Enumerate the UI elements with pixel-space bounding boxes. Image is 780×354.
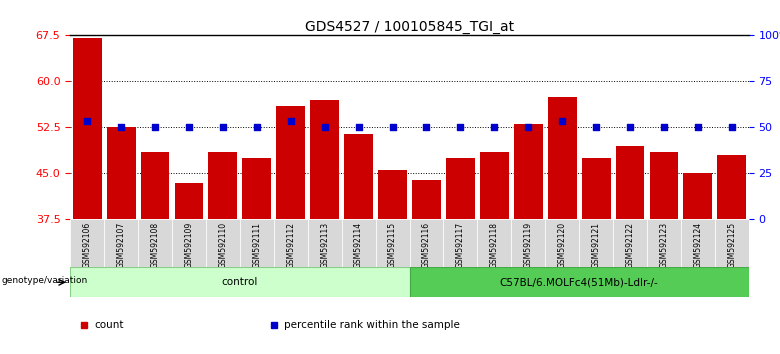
Bar — [105, 219, 138, 267]
Bar — [613, 219, 647, 267]
Bar — [172, 219, 206, 267]
Point — [183, 125, 195, 130]
Bar — [446, 158, 475, 219]
Bar — [548, 97, 576, 219]
Point — [353, 125, 365, 130]
Bar — [208, 152, 237, 219]
Bar — [310, 100, 339, 219]
Bar — [274, 219, 308, 267]
Point — [250, 125, 263, 130]
Bar — [107, 127, 136, 219]
Text: genotype/variation: genotype/variation — [2, 276, 87, 285]
Text: GSM592121: GSM592121 — [591, 222, 601, 268]
Point — [488, 125, 501, 130]
Bar — [650, 152, 679, 219]
Text: GSM592125: GSM592125 — [727, 222, 736, 268]
Text: GSM592124: GSM592124 — [693, 222, 703, 268]
Text: control: control — [222, 277, 258, 287]
Point — [285, 119, 297, 124]
Point — [81, 119, 94, 124]
Bar — [175, 183, 204, 219]
Bar — [410, 267, 749, 297]
Bar — [647, 219, 681, 267]
Bar — [307, 219, 342, 267]
Text: GSM592110: GSM592110 — [218, 222, 228, 268]
Bar — [376, 219, 410, 267]
Text: GSM592114: GSM592114 — [354, 222, 363, 268]
Bar — [545, 219, 579, 267]
Text: GSM592118: GSM592118 — [490, 222, 499, 268]
Bar — [378, 170, 407, 219]
Bar — [443, 219, 477, 267]
Bar — [512, 219, 545, 267]
Bar — [344, 133, 373, 219]
Point — [522, 125, 534, 130]
Point — [115, 125, 127, 130]
Bar — [138, 219, 172, 267]
Bar — [410, 219, 443, 267]
Text: GSM592113: GSM592113 — [320, 222, 329, 268]
Text: GSM592116: GSM592116 — [422, 222, 431, 268]
Text: GSM592122: GSM592122 — [626, 222, 635, 268]
Text: GSM592108: GSM592108 — [151, 222, 160, 268]
Bar — [412, 179, 441, 219]
Bar — [683, 173, 712, 219]
Bar — [342, 219, 376, 267]
Text: C57BL/6.MOLFc4(51Mb)-Ldlr-/-: C57BL/6.MOLFc4(51Mb)-Ldlr-/- — [500, 277, 658, 287]
Text: GSM592119: GSM592119 — [523, 222, 533, 268]
Bar — [73, 39, 101, 219]
Bar — [718, 155, 746, 219]
Bar — [582, 158, 611, 219]
Bar — [714, 219, 749, 267]
Point — [217, 125, 229, 130]
Text: GSM592123: GSM592123 — [659, 222, 668, 268]
Text: GSM592112: GSM592112 — [286, 222, 296, 268]
Bar — [477, 219, 512, 267]
Point — [624, 125, 636, 130]
Text: GSM592117: GSM592117 — [456, 222, 465, 268]
Text: GSM592115: GSM592115 — [388, 222, 397, 268]
Bar — [206, 219, 240, 267]
Text: GSM592109: GSM592109 — [184, 222, 193, 268]
Bar — [243, 158, 271, 219]
Point — [658, 125, 670, 130]
Bar — [70, 219, 105, 267]
Text: count: count — [94, 320, 123, 330]
Bar — [579, 219, 613, 267]
Bar — [480, 152, 509, 219]
Point — [725, 125, 738, 130]
Point — [454, 125, 466, 130]
Text: GSM592120: GSM592120 — [558, 222, 567, 268]
Bar — [70, 267, 410, 297]
Text: GSM592106: GSM592106 — [83, 222, 92, 268]
Bar — [240, 219, 274, 267]
Bar — [514, 124, 543, 219]
Point — [386, 125, 399, 130]
Point — [318, 125, 331, 130]
Bar — [276, 106, 305, 219]
Point — [149, 125, 161, 130]
Point — [692, 125, 704, 130]
Text: percentile rank within the sample: percentile rank within the sample — [284, 320, 460, 330]
Text: GSM592111: GSM592111 — [252, 222, 261, 268]
Point — [556, 119, 569, 124]
Text: GSM592107: GSM592107 — [116, 222, 126, 268]
Point — [590, 125, 602, 130]
Point — [420, 125, 433, 130]
Title: GDS4527 / 100105845_TGI_at: GDS4527 / 100105845_TGI_at — [305, 21, 514, 34]
Bar — [615, 146, 644, 219]
Bar — [140, 152, 169, 219]
Bar — [681, 219, 714, 267]
